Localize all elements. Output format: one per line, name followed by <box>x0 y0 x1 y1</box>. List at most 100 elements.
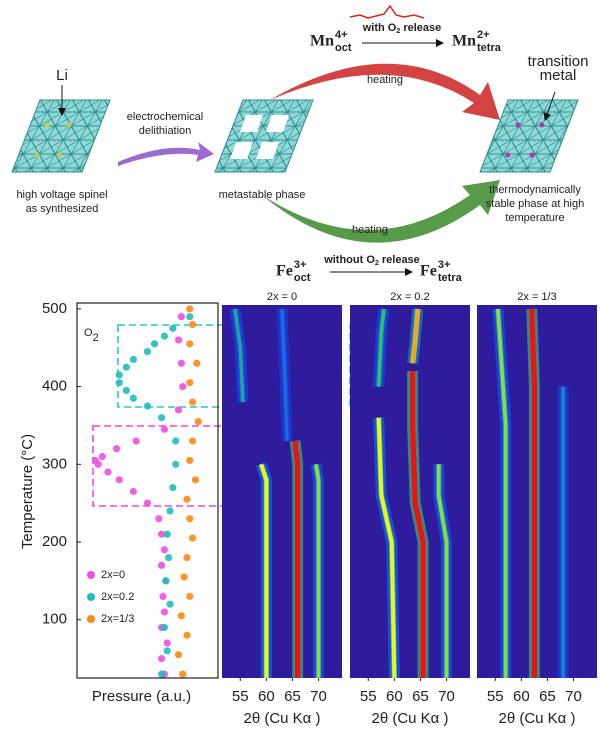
data-point <box>158 654 166 663</box>
data-point <box>115 476 123 484</box>
heating-arrow-bottom <box>262 180 500 243</box>
annotation: O2 <box>84 327 99 344</box>
peak <box>376 417 397 678</box>
peak <box>496 308 508 678</box>
lattice-stable <box>479 99 579 173</box>
heatmap-peaks <box>373 308 453 678</box>
x-tick-label: 65 <box>284 688 301 705</box>
peak <box>377 308 386 387</box>
y-axis-label: Temperature (°C) <box>19 434 36 549</box>
x-tick-label: 55 <box>487 688 504 705</box>
data-point <box>189 320 197 329</box>
fe-note: without O2 release <box>323 254 420 267</box>
heating-arrow-top <box>270 63 500 120</box>
data-point <box>115 371 123 379</box>
panel-title: 2x = 0 <box>267 291 297 303</box>
x-tick-label: 70 <box>310 688 327 705</box>
peak <box>410 308 421 364</box>
x-tick-label: 65 <box>539 688 556 705</box>
data-point <box>115 379 123 387</box>
data-point <box>174 406 183 414</box>
data-point <box>186 379 194 387</box>
y-tick-label: 400 <box>42 378 67 395</box>
delithiation-label: delithiation <box>139 125 192 137</box>
peak <box>436 464 449 678</box>
data-point <box>194 417 202 426</box>
x-tick-label: 65 <box>412 688 429 705</box>
data-point <box>191 476 200 484</box>
ion: Mn <box>452 33 476 50</box>
legend-label: 2x=0 <box>101 569 125 581</box>
y-tick-label: 200 <box>42 533 67 550</box>
ion-site: tetra <box>477 42 502 54</box>
data-point <box>129 487 137 496</box>
x-tick-label: 70 <box>438 688 455 705</box>
data-point <box>158 530 166 538</box>
legend-label: 2x=1/3 <box>101 613 134 625</box>
data-point <box>165 553 173 562</box>
panel-title: 2x = 1/3 <box>517 291 556 303</box>
data-point <box>189 437 197 445</box>
mn-note-sub: 2 <box>396 28 400 35</box>
data-point <box>177 359 185 367</box>
x-axis-label: Pressure (a.u.) <box>92 688 191 705</box>
x-tick-label: 60 <box>513 688 530 705</box>
data-point <box>174 651 183 659</box>
phase-label: as synthesized <box>26 203 99 215</box>
legend-marker <box>87 615 95 623</box>
mn-note-text: with O <box>362 22 397 34</box>
data-point <box>158 414 166 422</box>
panel-title: 2x = 0.2 <box>390 291 429 303</box>
phase-label: stable phase at high <box>486 198 584 210</box>
data-point <box>143 402 152 410</box>
data-point <box>159 592 167 601</box>
annotation-text: O <box>84 327 93 339</box>
ion: Fe <box>276 263 293 280</box>
data-point <box>129 355 137 363</box>
data-point <box>169 324 177 332</box>
peak <box>233 308 245 403</box>
delithiation-arrow <box>118 142 214 166</box>
fe-note-text: without O <box>323 254 375 266</box>
tm-pointer <box>543 91 556 121</box>
legend-label: 2x=0.2 <box>101 591 134 603</box>
tm-label: metal <box>540 67 577 84</box>
data-point <box>160 608 169 616</box>
plot-frame <box>76 302 219 679</box>
data-point <box>158 561 166 569</box>
data-point <box>166 507 174 515</box>
ion: Fe <box>420 263 437 280</box>
data-point <box>150 340 159 348</box>
data-point <box>183 495 191 503</box>
data-point <box>169 484 177 492</box>
data-point <box>186 592 194 601</box>
data-point <box>162 577 170 585</box>
data-point <box>186 515 194 523</box>
data-point <box>179 382 187 391</box>
ion-site: oct <box>294 272 311 284</box>
x-tick-label: 60 <box>386 688 403 705</box>
fe-note-text: release <box>379 254 420 266</box>
ion-charge: 3+ <box>438 259 451 271</box>
heating-label: heating <box>352 224 388 236</box>
data-point <box>112 445 121 453</box>
mn-note: with O2 release <box>362 22 442 35</box>
data-point <box>179 670 187 678</box>
phase-label: thermodynamically <box>489 184 581 196</box>
ion-site: tetra <box>438 272 463 284</box>
data-point <box>91 456 99 465</box>
lattice-spinel <box>11 99 111 173</box>
data-point <box>172 437 180 445</box>
x-tick-label: 60 <box>258 688 275 705</box>
data-point <box>177 612 185 620</box>
data-point <box>166 600 174 608</box>
data-point <box>160 425 169 433</box>
data-point <box>132 437 140 445</box>
y-tick-label: 100 <box>42 611 67 628</box>
li-label: Li <box>56 67 68 84</box>
annotation-sub: 2 <box>93 332 99 344</box>
data-point <box>129 394 137 402</box>
x-axis-label: 2θ (Cu Kα ) <box>371 710 448 727</box>
data-point <box>177 313 185 321</box>
